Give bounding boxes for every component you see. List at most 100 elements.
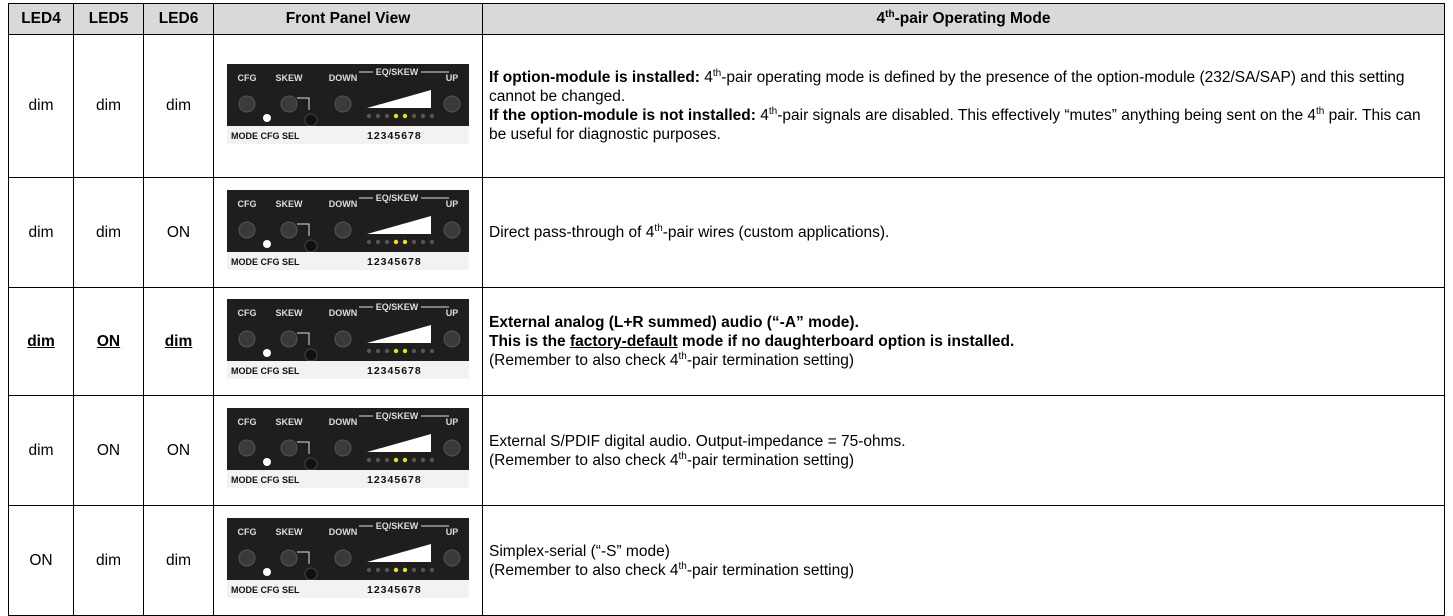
led-state: dim (28, 97, 54, 114)
button (443, 549, 461, 567)
skew-bracket (297, 551, 310, 564)
level-wedge (367, 216, 431, 234)
led-state: dim (96, 551, 121, 569)
led-cell: dim (143, 505, 214, 616)
button (443, 330, 461, 348)
eq-led (429, 239, 435, 245)
mode-cell: Simplex-serial (“-S” mode) (Remember to a… (482, 505, 1445, 616)
button (334, 330, 352, 348)
eq-led (393, 239, 399, 245)
text-run: mode if no daughterboard option is insta… (677, 333, 1015, 350)
button-label: CFG (238, 73, 257, 83)
led-state: dim (28, 223, 54, 241)
button-label: CFG (238, 527, 257, 537)
eq-led (420, 348, 426, 354)
eq-led (375, 567, 381, 573)
strip-label: MODE CFG SEL (231, 475, 300, 485)
cfg-indicator (263, 240, 271, 248)
level-wedge (367, 434, 431, 452)
superscript: th (885, 8, 895, 20)
button-label: UP (446, 199, 459, 209)
front-panel: CFG SKEW DOWN UP EQ/SKEW MODE CFG SEL 12345678 (227, 299, 469, 379)
button (334, 549, 352, 567)
column-header: LED6 (143, 3, 214, 35)
superscript: th (768, 105, 778, 117)
eq-led (366, 348, 372, 354)
eq-led (384, 239, 390, 245)
superscript: th (712, 67, 722, 79)
led-state: dim (27, 332, 55, 350)
column-header: Front Panel View (213, 3, 483, 35)
text-run: External analog (L+R summed) audio (“-A”… (489, 314, 859, 331)
column-header: LED5 (73, 3, 144, 35)
led-cell: dim (73, 505, 144, 616)
button-label: UP (446, 308, 459, 318)
eq-led (429, 457, 435, 463)
text-run: Direct pass-through of 4 (489, 224, 655, 241)
led-cell: dim (73, 34, 144, 178)
skew-led (304, 567, 318, 581)
button-label: SKEW (276, 73, 304, 83)
led-state: ON (96, 441, 121, 459)
front-panel: CFG SKEW DOWN UP EQ/SKEW MODE CFG SEL 12345678 (227, 518, 469, 598)
button (334, 95, 352, 112)
text-run: External S/PDIF digital audio. Output-im… (489, 432, 906, 450)
text-run: factory-default (569, 333, 678, 350)
eq-led (420, 457, 426, 463)
button (238, 95, 256, 112)
mode-cell: External S/PDIF digital audio. Output-im… (482, 395, 1445, 506)
led-state: dim (166, 551, 191, 569)
text-run: This is the (489, 333, 570, 350)
led-cell: dim (8, 34, 74, 178)
eq-led (366, 239, 372, 245)
button (238, 549, 256, 567)
button-label: DOWN (329, 199, 358, 209)
led-state: ON (166, 223, 191, 241)
mode-cell: If option-module is installed: 4th-pair … (482, 34, 1445, 178)
led-cell: ON (143, 395, 214, 506)
eq-led (366, 567, 372, 573)
button-label: UP (446, 73, 459, 83)
group-label: EQ/SKEW (376, 521, 419, 531)
strip-label: MODE CFG SEL (231, 585, 300, 595)
table-row: ON dim dim CFG SKEW DOWN UP EQ/SKEW MODE CFG SEL… (8, 505, 1445, 616)
column-header: LED4 (8, 3, 74, 35)
button-label: DOWN (329, 73, 358, 83)
group-label: EQ/SKEW (376, 302, 419, 312)
button-label: UP (446, 417, 459, 427)
strip-label: 12345678 (367, 256, 422, 268)
skew-led (304, 348, 318, 362)
skew-bracket (297, 332, 310, 345)
led-mode-table: LED4 LED5 LED6 Front Panel View 4th-pair Ope… (8, 3, 1445, 616)
table-row: dim dim dim CFG SKEW DOWN UP EQ/SKEW MODE CFG SE… (8, 34, 1445, 178)
eq-led (429, 113, 435, 118)
text-run: pair. This can be useful for diagnostic … (489, 107, 1421, 143)
text-run: -pair Operating Mode (894, 10, 1051, 27)
eq-led (420, 239, 426, 245)
strip-label: 12345678 (367, 474, 422, 486)
mode-paragraph: (Remember to also check 4th-pair termina… (489, 561, 1438, 580)
mode-paragraph: If option-module is installed: 4th-pair … (489, 68, 1438, 106)
text-run: If option-module is installed: (489, 69, 700, 86)
button-label: UP (446, 527, 459, 537)
group-label: EQ/SKEW (376, 411, 419, 421)
panel-cell: CFG SKEW DOWN UP EQ/SKEW MODE CFG SEL 12345678 (213, 34, 483, 178)
mode-paragraph: Direct pass-through of 4th-pair wires (c… (489, 223, 1438, 242)
text-run: -pair termination setting) (686, 451, 854, 469)
led-state: dim (96, 223, 121, 241)
led-state: dim (164, 332, 193, 350)
panel-cell: CFG SKEW DOWN UP EQ/SKEW MODE CFG SEL 12345678 (213, 395, 483, 506)
strip-label: MODE CFG SEL (231, 257, 300, 267)
button (443, 221, 461, 239)
button-label: DOWN (329, 308, 358, 318)
text-run: Simplex-serial (“-S” mode) (489, 542, 670, 560)
superscript: th (678, 450, 687, 462)
eq-led (429, 567, 435, 573)
column-header: 4th-pair Operating Mode (482, 3, 1445, 35)
skew-bracket (297, 441, 310, 454)
superscript: th (654, 222, 663, 234)
button-label: DOWN (329, 527, 358, 537)
group-label: EQ/SKEW (376, 193, 419, 203)
led-state: dim (28, 441, 54, 459)
button (334, 439, 352, 457)
